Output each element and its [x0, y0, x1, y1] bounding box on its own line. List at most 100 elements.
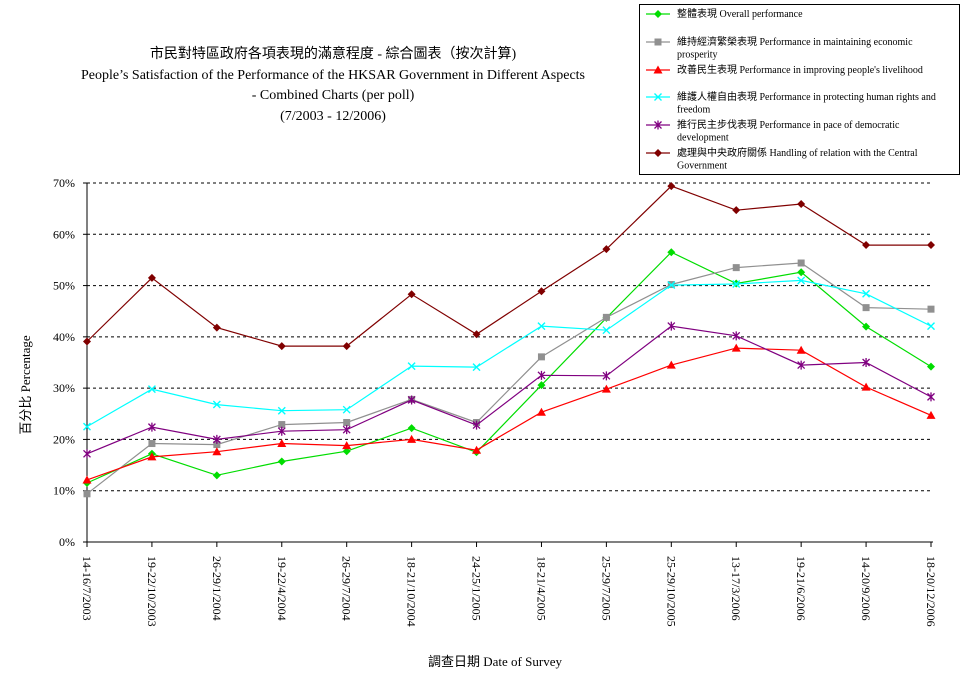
chart-title: 市民對特區政府各項表現的滿意程度 - 綜合圖表（按次計算) People’s Sa…	[81, 45, 585, 124]
x-tick-label: 25-29/10/2005	[664, 556, 678, 627]
data-point	[278, 421, 286, 429]
data-point	[342, 425, 351, 435]
series-line	[86, 325, 932, 455]
data-point	[732, 331, 741, 341]
legend-label: 推行民主步伐表現 Performance in pace of democrat…	[677, 118, 900, 131]
data-point	[927, 392, 935, 402]
data-point	[342, 342, 351, 351]
legend-label: Government	[677, 161, 727, 172]
data-point	[407, 290, 416, 299]
series-4	[83, 276, 935, 431]
chart-title-line: 市民對特區政府各項表現的滿意程度 - 綜合圖表（按次計算)	[150, 45, 517, 62]
data-point	[654, 38, 662, 46]
data-point	[862, 358, 871, 367]
data-point	[82, 475, 92, 484]
legend-label: 處理與中央政府關係 Handling of relation with the …	[677, 146, 918, 159]
data-point	[213, 441, 221, 449]
series-line	[86, 185, 931, 347]
chart-title-line: - Combined Charts (per poll)	[252, 88, 415, 103]
y-tick-label: 50%	[53, 279, 75, 293]
data-point	[212, 323, 221, 332]
data-point	[407, 434, 417, 443]
data-point	[148, 440, 156, 448]
data-point	[732, 280, 741, 289]
data-point	[926, 410, 936, 419]
data-point	[862, 322, 871, 331]
legend: 整體表現 Overall performance 維持經濟繁榮表現 Perform…	[639, 4, 960, 175]
legend-label: 維持經濟繁榮表現 Performance in maintaining econ…	[677, 35, 913, 48]
data-point	[602, 313, 610, 321]
data-point	[797, 276, 806, 285]
y-tick-label: 30%	[53, 381, 75, 395]
data-point	[147, 385, 156, 394]
data-point	[796, 345, 806, 354]
data-point	[862, 289, 871, 298]
data-point	[667, 321, 676, 331]
data-point	[277, 426, 286, 436]
legend-label: 整體表現 Overall performance	[677, 7, 803, 20]
data-point	[797, 268, 806, 277]
data-point	[861, 382, 871, 391]
data-point	[654, 120, 662, 130]
data-point	[666, 360, 676, 369]
legend-label: development	[677, 133, 729, 144]
chart-title-line: People’s Satisfaction of the Performance…	[81, 68, 585, 83]
data-point	[342, 405, 351, 414]
y-tick-labels: 0% 10% 20% 30% 40% 50% 60% 70%	[53, 176, 75, 549]
x-tick-label: 18-20/12/2006	[924, 556, 938, 627]
series-2	[83, 259, 935, 498]
x-tick-label: 26-29/1/2004	[210, 556, 224, 621]
data-point	[277, 457, 286, 466]
data-point	[472, 363, 481, 372]
x-tick-label: 14-16/7/2003	[80, 556, 94, 621]
data-point	[797, 200, 806, 209]
data-point	[472, 445, 482, 454]
legend-label: prosperity	[677, 50, 718, 61]
data-point	[927, 241, 935, 250]
data-point	[667, 281, 676, 290]
series-3	[82, 343, 936, 484]
data-point	[927, 322, 935, 331]
data-point	[472, 420, 481, 430]
data-point	[862, 304, 870, 312]
legend-item: 整體表現 Overall performance	[646, 7, 803, 20]
data-point	[83, 449, 91, 459]
data-point	[732, 264, 740, 272]
legend-item: 維護人權自由表現 Performance in protecting human…	[646, 90, 936, 116]
x-tick-label: 19-22/4/2004	[275, 556, 289, 621]
legend-item: 推行民主步伐表現 Performance in pace of democrat…	[646, 118, 900, 144]
data-point	[654, 10, 662, 18]
data-point	[602, 245, 611, 254]
data-point	[212, 471, 221, 480]
x-tick-label: 14-20/9/2006	[859, 556, 873, 621]
series-line	[86, 251, 932, 484]
legend-label: 改善民生表現 Performance in improving people's…	[677, 63, 923, 76]
chart-title-line: (7/2003 - 12/2006)	[280, 109, 386, 124]
data-point	[927, 362, 935, 371]
data-point	[797, 259, 805, 267]
x-tick-label: 24-25/1/2005	[470, 556, 484, 621]
data-point	[343, 419, 351, 427]
x-tick-label: 13-17/3/2006	[729, 556, 743, 621]
series-line	[86, 262, 932, 495]
legend-item: 處理與中央政府關係 Handling of relation with the …	[646, 146, 918, 172]
data-point	[536, 407, 546, 416]
data-point	[212, 434, 221, 444]
y-tick-label: 60%	[53, 227, 75, 241]
series-line	[86, 279, 932, 428]
data-point	[83, 422, 91, 431]
x-tick-label: 26-29/7/2004	[340, 556, 354, 621]
y-tick-label: 10%	[53, 484, 75, 498]
y-tick-label: 0%	[59, 535, 75, 549]
legend-item: 維持經濟繁榮表現 Performance in maintaining econ…	[646, 35, 913, 61]
data-point	[797, 360, 806, 370]
data-point	[537, 287, 546, 296]
data-point	[342, 447, 351, 456]
series-line	[86, 347, 932, 481]
data-point	[147, 273, 156, 282]
data-point	[83, 490, 91, 498]
data-point	[654, 93, 662, 101]
data-point	[407, 424, 416, 433]
data-point	[537, 381, 546, 390]
